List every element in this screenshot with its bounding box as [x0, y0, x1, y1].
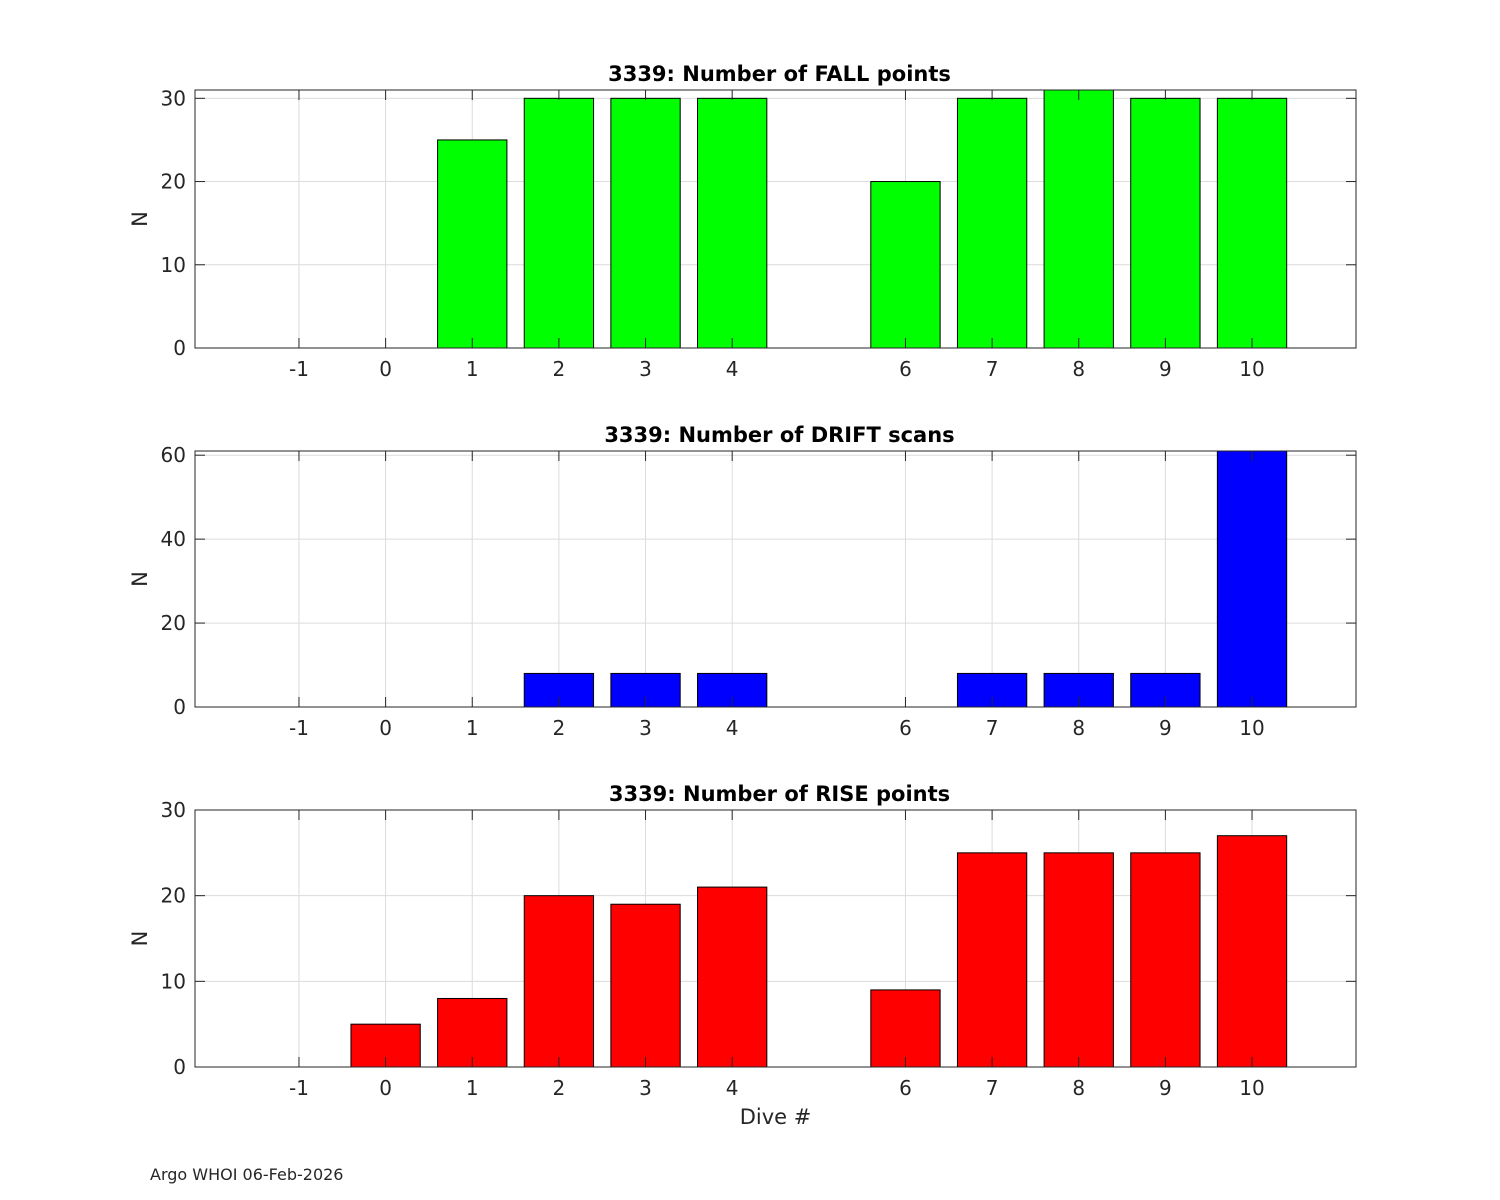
- bar-dive-6: [870, 989, 941, 1068]
- y-tick-label: 0: [173, 1055, 186, 1079]
- x-axis-label: Dive #: [740, 1105, 812, 1129]
- bar-dive-10: [1216, 450, 1288, 708]
- axes-box: [194, 89, 1357, 349]
- chart-title: 3339: Number of FALL points: [608, 62, 951, 86]
- bar-dive-4: [697, 886, 768, 1068]
- x-tick-label: 4: [726, 716, 739, 740]
- bar-dive-9: [1130, 852, 1201, 1068]
- bar-dive-4: [697, 97, 768, 349]
- y-tick-label: 60: [161, 443, 186, 467]
- bar-dive-7: [956, 97, 1028, 349]
- bar-dive-8: [1043, 852, 1114, 1068]
- bar-dive-1: [437, 997, 508, 1068]
- x-tick-label: 9: [1159, 1076, 1172, 1100]
- y-axis-label: N: [128, 571, 152, 587]
- x-tick-label: 3: [639, 357, 652, 381]
- y-tick-label: 10: [161, 253, 186, 277]
- bar-dive-6: [870, 181, 941, 349]
- x-tick-label: 1: [466, 1076, 479, 1100]
- x-tick-label: 1: [466, 357, 479, 381]
- x-tick-label: 7: [986, 716, 999, 740]
- y-tick-label: 20: [161, 170, 186, 194]
- bar-dive-2: [523, 895, 595, 1068]
- x-tick-label: 6: [899, 1076, 912, 1100]
- x-tick-label: 2: [553, 716, 566, 740]
- footer-credit: Argo WHOI 06-Feb-2026: [150, 1165, 344, 1184]
- y-tick-label: 0: [173, 336, 186, 360]
- x-tick-label: 4: [726, 1076, 739, 1100]
- y-tick-label: 0: [173, 695, 186, 719]
- chart-panel-3: -1 0 1 2 3 4 6 7 8 9 10 0 10 20 30 3339: Number of RISE…: [128, 782, 1357, 1129]
- x-tick-label: 10: [1239, 1076, 1264, 1100]
- y-axis-label: N: [128, 931, 152, 947]
- bar-dive-8: [1043, 89, 1114, 349]
- x-tick-label: 10: [1239, 357, 1264, 381]
- bar-dive-7: [956, 852, 1028, 1068]
- x-tick-label: 8: [1072, 1076, 1085, 1100]
- x-tick-label: 8: [1072, 716, 1085, 740]
- bar-dive-3: [610, 903, 681, 1068]
- y-tick-label: 20: [161, 611, 186, 635]
- chart-panel-2: -1 0 1 2 3 4 6 7 8 9 10 0 20 40 60 3339: Number of DRIF…: [128, 423, 1357, 740]
- axes-box: [194, 450, 1357, 708]
- plot-area: [195, 451, 1356, 707]
- x-tick-label: 7: [986, 1076, 999, 1100]
- bar-dive-10: [1216, 97, 1288, 349]
- x-tick-label: 3: [639, 716, 652, 740]
- bar-dive-3: [610, 97, 681, 349]
- chart-title: 3339: Number of DRIFT scans: [604, 423, 954, 447]
- bar-dive-10: [1216, 835, 1288, 1068]
- x-tick-label: 0: [379, 357, 392, 381]
- x-tick-label: -1: [289, 716, 309, 740]
- chart-title: 3339: Number of RISE points: [609, 782, 950, 806]
- x-tick-label: 3: [639, 1076, 652, 1100]
- x-tick-label: 2: [553, 357, 566, 381]
- x-tick-label: 4: [726, 357, 739, 381]
- axes-box: [194, 809, 1357, 1068]
- x-tick-label: 8: [1072, 357, 1085, 381]
- x-tick-label: -1: [289, 1076, 309, 1100]
- chart-panel-1: -1 0 1 2 3 4 6 7 8 9 10 0 10 20 30 3339: Number of FALL…: [128, 62, 1357, 381]
- bar-dive-1: [437, 139, 508, 349]
- x-tick-label: 10: [1239, 716, 1264, 740]
- x-tick-label: 0: [379, 716, 392, 740]
- bar-dive-2: [523, 97, 595, 349]
- y-tick-label: 10: [161, 969, 186, 993]
- x-tick-label: 1: [466, 716, 479, 740]
- x-tick-label: 6: [899, 716, 912, 740]
- bar-dive-0: [350, 1023, 421, 1068]
- y-tick-label: 30: [161, 86, 186, 110]
- bar-dive-9: [1130, 97, 1201, 349]
- x-tick-label: 7: [986, 357, 999, 381]
- y-axis-label: N: [128, 211, 152, 227]
- y-tick-label: 20: [161, 884, 186, 908]
- x-tick-label: 9: [1159, 716, 1172, 740]
- y-tick-label: 30: [161, 798, 186, 822]
- x-tick-label: 9: [1159, 357, 1172, 381]
- y-tick-label: 40: [161, 527, 186, 551]
- x-tick-label: 0: [379, 1076, 392, 1100]
- x-tick-label: -1: [289, 357, 309, 381]
- x-tick-label: 6: [899, 357, 912, 381]
- bar-dive-3: [610, 672, 681, 708]
- x-tick-label: 2: [553, 1076, 566, 1100]
